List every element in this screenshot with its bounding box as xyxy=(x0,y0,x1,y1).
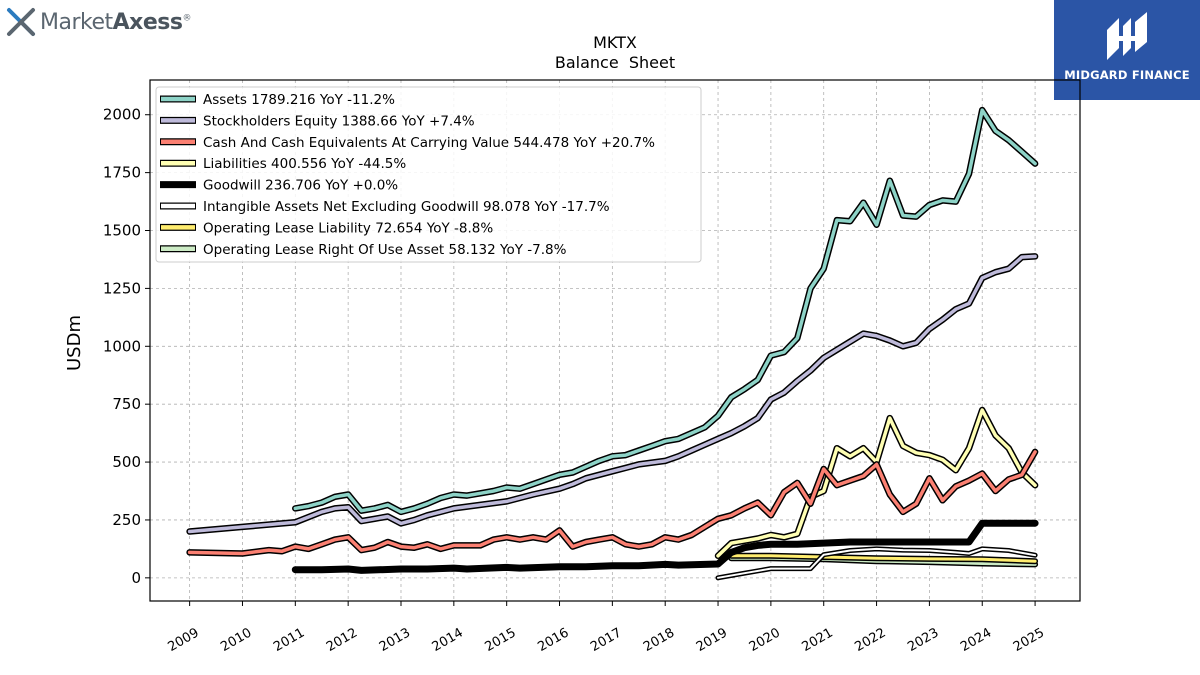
series-line xyxy=(717,547,1037,579)
series-assets xyxy=(292,106,1039,516)
x-tick-label: 2023 xyxy=(905,625,941,655)
x-tick-label: 2012 xyxy=(324,625,360,655)
marketaxess-logo: MarketAxess® xyxy=(6,4,191,40)
legend-label: Operating Lease Liability 72.654 YoY -8.… xyxy=(203,220,493,236)
x-tick-label: 2015 xyxy=(483,625,519,655)
y-tick-label: 1500 xyxy=(103,222,141,240)
series-intangible-assets-net-excluding-goodwill xyxy=(715,546,1038,581)
series-line xyxy=(291,519,1039,574)
series-layer xyxy=(186,106,1039,581)
x-tick-label: 2017 xyxy=(588,625,624,655)
y-tick-label: 2000 xyxy=(103,106,141,124)
x-tick-label: 2019 xyxy=(694,625,730,655)
x-cross-icon xyxy=(7,8,35,36)
legend-item: Liabilities 400.556 YoY -44.5% xyxy=(160,156,406,172)
plot-frame xyxy=(149,79,1081,602)
x-tick-label: 2024 xyxy=(958,625,994,655)
legend-label: Assets 1789.216 YoY -11.2% xyxy=(203,92,395,108)
x-tick-label: 2025 xyxy=(1011,625,1047,655)
y-tick-label: 250 xyxy=(112,511,141,529)
chart-title: MKTX xyxy=(593,33,637,52)
series-goodwill xyxy=(291,519,1039,574)
x-tick-label: 2011 xyxy=(271,625,307,655)
x-tick-label: 2020 xyxy=(747,625,783,655)
legend-item: Intangible Assets Net Excluding Goodwill… xyxy=(160,199,610,215)
y-tick-label: 500 xyxy=(112,453,141,471)
legend-item: Assets 1789.216 YoY -11.2% xyxy=(160,92,395,108)
legend-item: Stockholders Equity 1388.66 YoY +7.4% xyxy=(160,113,475,129)
x-tick-label: 2016 xyxy=(535,625,571,655)
logo-wordmark: MarketAxess® xyxy=(40,9,191,35)
y-tick-label: 750 xyxy=(112,395,141,413)
series-operating-lease-liability xyxy=(728,552,1039,565)
brand-name: MIDGARD FINANCE xyxy=(1064,68,1190,82)
x-tick-label: 2022 xyxy=(852,625,888,655)
series-line xyxy=(729,554,1037,563)
legend-box xyxy=(155,86,702,263)
series-stockholders-equity xyxy=(186,253,1039,535)
series-cash-and-cash-equivalents-at-carrying-value xyxy=(186,448,1039,557)
series-line xyxy=(187,254,1037,534)
y-tick-label: 1000 xyxy=(103,337,141,355)
x-tick-label: 2010 xyxy=(218,625,254,655)
y-tick-label: 1750 xyxy=(103,164,141,182)
x-tick-label: 2009 xyxy=(165,625,201,655)
legend-item: Cash And Cash Equivalents At Carrying Va… xyxy=(160,135,655,151)
legend-label: Goodwill 236.706 YoY +0.0% xyxy=(203,178,398,194)
y-axis-label: USDm xyxy=(64,315,85,371)
y-axis-ticks: 0 250 500 750 1000 1250 1500 1750 2000 xyxy=(103,106,150,587)
legend-label: Operating Lease Right Of Use Asset 58.13… xyxy=(203,242,567,258)
legend-item: Operating Lease Liability 72.654 YoY -8.… xyxy=(160,220,493,236)
legend-label: Intangible Assets Net Excluding Goodwill… xyxy=(203,199,610,215)
legend: Assets 1789.216 YoY -11.2% Stockholders E… xyxy=(155,86,702,263)
x-axis-ticks: 2009 2010 2011 2012 2013 2014 2015 2016 2017 2018… xyxy=(165,601,1047,655)
legend-label: Stockholders Equity 1388.66 YoY +7.4% xyxy=(203,113,475,129)
y-tick-label: 0 xyxy=(131,569,141,587)
midgard-monogram-icon xyxy=(1107,12,1147,60)
chart-subtitle: Balance Sheet xyxy=(555,53,675,72)
x-tick-label: 2013 xyxy=(377,625,413,655)
legend-label: Cash And Cash Equivalents At Carrying Va… xyxy=(203,135,655,151)
x-tick-label: 2018 xyxy=(641,625,677,655)
x-tick-label: 2014 xyxy=(430,625,466,655)
legend-item: Goodwill 236.706 YoY +0.0% xyxy=(160,178,398,194)
y-tick-label: 1250 xyxy=(103,279,141,297)
legend-label: Liabilities 400.556 YoY -44.5% xyxy=(203,156,406,172)
legend-item: Operating Lease Right Of Use Asset 58.13… xyxy=(160,242,567,258)
series-line xyxy=(187,450,1037,556)
midgard-finance-logo: MIDGARD FINANCE xyxy=(1054,0,1200,100)
x-tick-label: 2021 xyxy=(800,625,836,655)
series-line xyxy=(293,108,1037,514)
